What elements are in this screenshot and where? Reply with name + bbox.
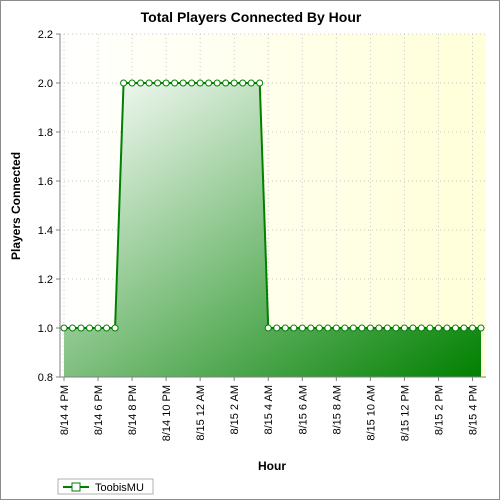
x-tick-label: 8/15 4 PM xyxy=(467,385,479,435)
y-tick-label: 2.2 xyxy=(38,29,53,41)
y-tick-label: 1.6 xyxy=(38,176,53,188)
x-tick-label: 8/14 8 PM xyxy=(127,385,139,435)
data-point xyxy=(86,324,94,332)
legend-label: ToobisMU xyxy=(95,482,144,494)
data-point xyxy=(69,324,77,332)
data-point xyxy=(230,79,238,87)
data-point xyxy=(205,79,213,87)
data-point xyxy=(392,324,400,332)
data-point xyxy=(290,324,298,332)
y-tick-label: 1.0 xyxy=(38,323,53,335)
data-point xyxy=(247,79,255,87)
data-point xyxy=(375,324,383,332)
data-point xyxy=(281,324,289,332)
x-tick-label: 8/14 4 PM xyxy=(59,385,71,435)
chart-title: Total Players Connected By Hour xyxy=(141,9,362,25)
y-tick-label: 2.0 xyxy=(38,78,53,90)
data-point xyxy=(239,79,247,87)
data-point xyxy=(77,324,85,332)
y-tick-label: 1.4 xyxy=(38,225,53,237)
data-point xyxy=(383,324,391,332)
x-tick-label: 8/15 2 PM xyxy=(433,385,445,435)
data-point xyxy=(451,324,459,332)
data-point xyxy=(162,79,170,87)
data-point xyxy=(434,324,442,332)
data-point xyxy=(332,324,340,332)
y-tick-label: 1.8 xyxy=(38,127,53,139)
x-tick-label: 8/15 2 AM xyxy=(229,385,241,435)
data-point xyxy=(468,324,476,332)
y-axis-ticks: 0.8 1.0 1.2 1.4 1.6 1.8 2.0 2.2 xyxy=(38,29,60,384)
series-area xyxy=(60,79,485,377)
x-tick-label: 8/15 8 AM xyxy=(331,385,343,435)
data-point xyxy=(324,324,332,332)
data-point xyxy=(111,324,119,332)
data-point xyxy=(128,79,136,87)
x-tick-label: 8/15 6 AM xyxy=(297,385,309,435)
data-point xyxy=(417,324,425,332)
data-point xyxy=(171,79,179,87)
data-point xyxy=(179,79,187,87)
data-point xyxy=(188,79,196,87)
data-point xyxy=(477,324,485,332)
x-tick-label: 8/15 10 AM xyxy=(365,385,377,441)
data-point xyxy=(273,324,281,332)
x-tick-label: 8/15 12 AM xyxy=(195,385,207,441)
data-point xyxy=(460,324,468,332)
data-point xyxy=(400,324,408,332)
data-point xyxy=(358,324,366,332)
x-tick-label: 8/15 12 PM xyxy=(399,385,411,441)
data-point xyxy=(137,79,145,87)
y-tick-label: 1.2 xyxy=(38,274,53,286)
data-point xyxy=(196,79,204,87)
data-point xyxy=(264,324,272,332)
data-point xyxy=(349,324,357,332)
data-point xyxy=(222,79,230,87)
data-point xyxy=(409,324,417,332)
data-point xyxy=(426,324,434,332)
data-point xyxy=(366,324,374,332)
x-axis-ticks: 8/14 4 PM 8/14 6 PM 8/14 8 PM 8/14 10 PM 8/1… xyxy=(59,377,479,441)
series-area-fill xyxy=(64,83,481,377)
data-point xyxy=(145,79,153,87)
data-point xyxy=(341,324,349,332)
legend: ToobisMU xyxy=(57,478,154,495)
legend-box xyxy=(57,478,154,495)
data-point xyxy=(315,324,323,332)
data-point xyxy=(60,324,68,332)
y-axis-label: Players Connected xyxy=(9,152,23,260)
y-tick-label: 0.8 xyxy=(38,372,53,384)
data-point xyxy=(94,324,102,332)
data-point xyxy=(298,324,306,332)
data-point xyxy=(213,79,221,87)
legend-marker xyxy=(71,482,81,492)
data-point xyxy=(120,79,128,87)
x-tick-label: 8/15 4 AM xyxy=(263,385,275,435)
data-point xyxy=(307,324,315,332)
data-point xyxy=(256,79,264,87)
data-point xyxy=(154,79,162,87)
x-tick-label: 8/14 6 PM xyxy=(93,385,105,435)
x-tick-label: 8/14 10 PM xyxy=(161,385,173,441)
data-point xyxy=(443,324,451,332)
data-point xyxy=(103,324,111,332)
x-axis-label: Hour xyxy=(258,459,286,473)
